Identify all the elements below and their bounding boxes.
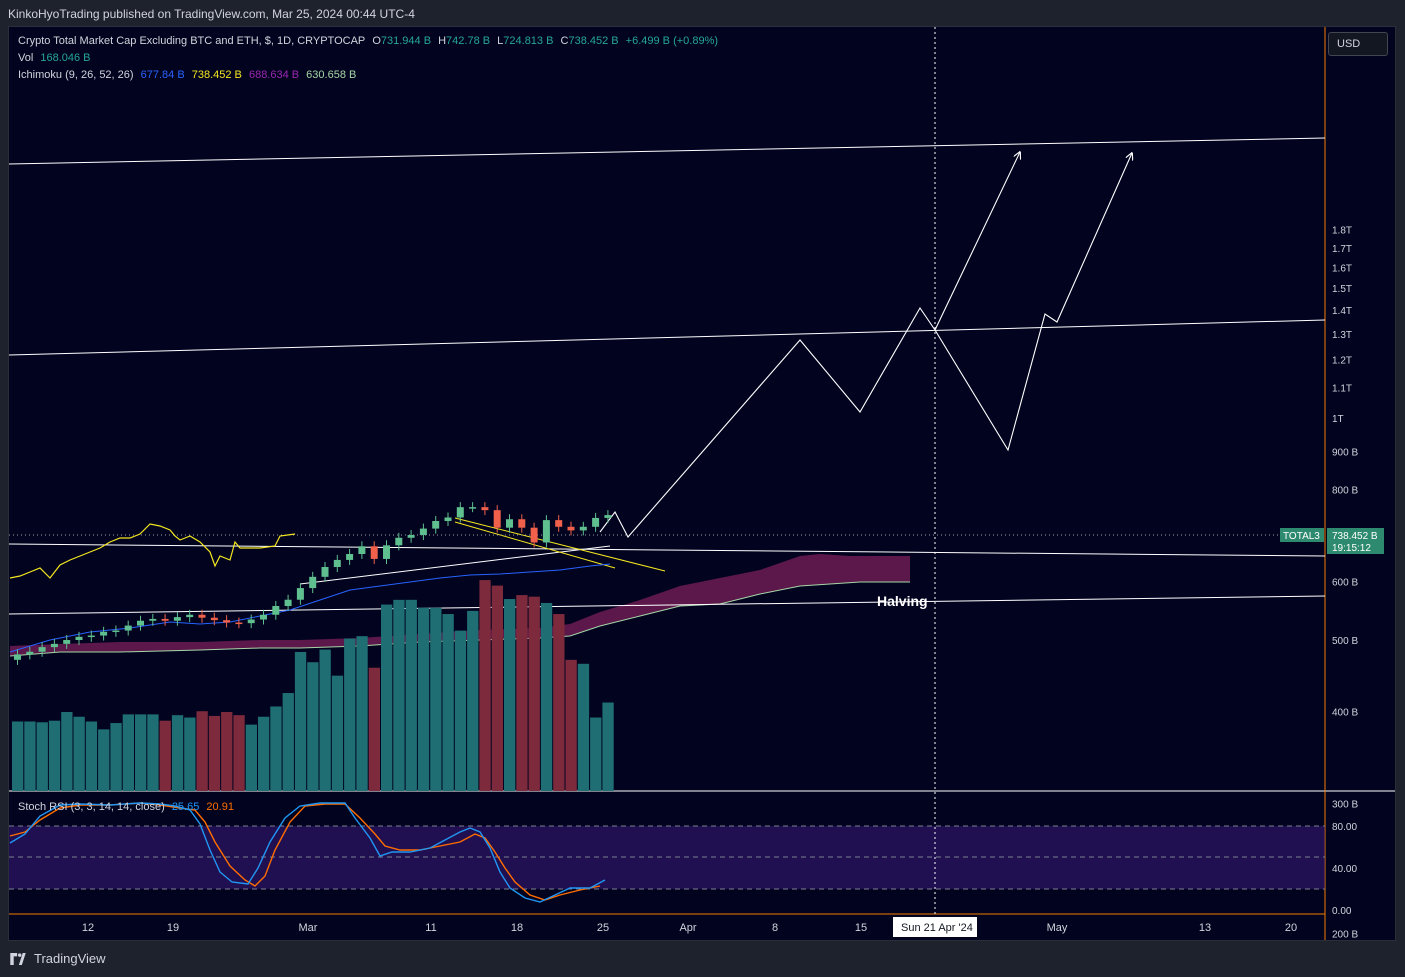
legend-ichi-tenkan: 677.84 B <box>140 69 185 81</box>
legend-ichi-span-b: 630.658 B <box>306 69 357 81</box>
legend-ichi-span-a: 688.634 B <box>248 69 300 81</box>
legend-ichimoku[interactable]: Ichimoku (9, 26, 52, 26) 677.84 B 738.45… <box>18 69 360 81</box>
legend-stoch-d: 20.91 <box>206 801 234 813</box>
legend-symbol[interactable]: Crypto Total Market Cap Excluding BTC an… <box>18 35 366 47</box>
legend-low-label: L <box>497 35 504 47</box>
legend-stoch-label: Stoch RSI (3, 3, 14, 14, close) <box>18 801 165 813</box>
legend-open: 731.944 B <box>380 35 432 47</box>
legend-stoch-k: 25.65 <box>171 801 200 813</box>
legend-open-label: O <box>372 35 381 47</box>
legend-ichimoku-label: Ichimoku (9, 26, 52, 26) <box>18 69 134 81</box>
legend-vol-label: Vol <box>18 52 34 64</box>
legend-main[interactable]: Crypto Total Market Cap Excluding BTC an… <box>18 35 722 47</box>
legend-ichi-kijun: 738.452 B <box>191 69 242 81</box>
legend-vol-value: 168.046 B <box>40 52 91 64</box>
footer-brand-text: TradingView <box>34 951 106 966</box>
legend-close: 738.452 B <box>568 35 619 47</box>
currency-selector[interactable]: USD <box>1328 32 1388 56</box>
publisher-caption: KinkoHyoTrading published on TradingView… <box>8 7 415 21</box>
legend-low: 724.813 B <box>503 35 554 47</box>
tradingview-logo-icon <box>10 952 26 965</box>
legend-high-label: H <box>438 35 447 47</box>
legend-close-label: C <box>560 35 569 47</box>
legend-volume[interactable]: Vol 168.046 B <box>18 52 95 64</box>
legend-high: 742.78 B <box>446 35 491 47</box>
footer-brand[interactable]: TradingView <box>8 951 106 966</box>
legend-change: +6.499 B (+0.89%) <box>625 35 719 47</box>
legend-stoch[interactable]: Stoch RSI (3, 3, 14, 14, close) 25.65 20… <box>18 801 238 813</box>
